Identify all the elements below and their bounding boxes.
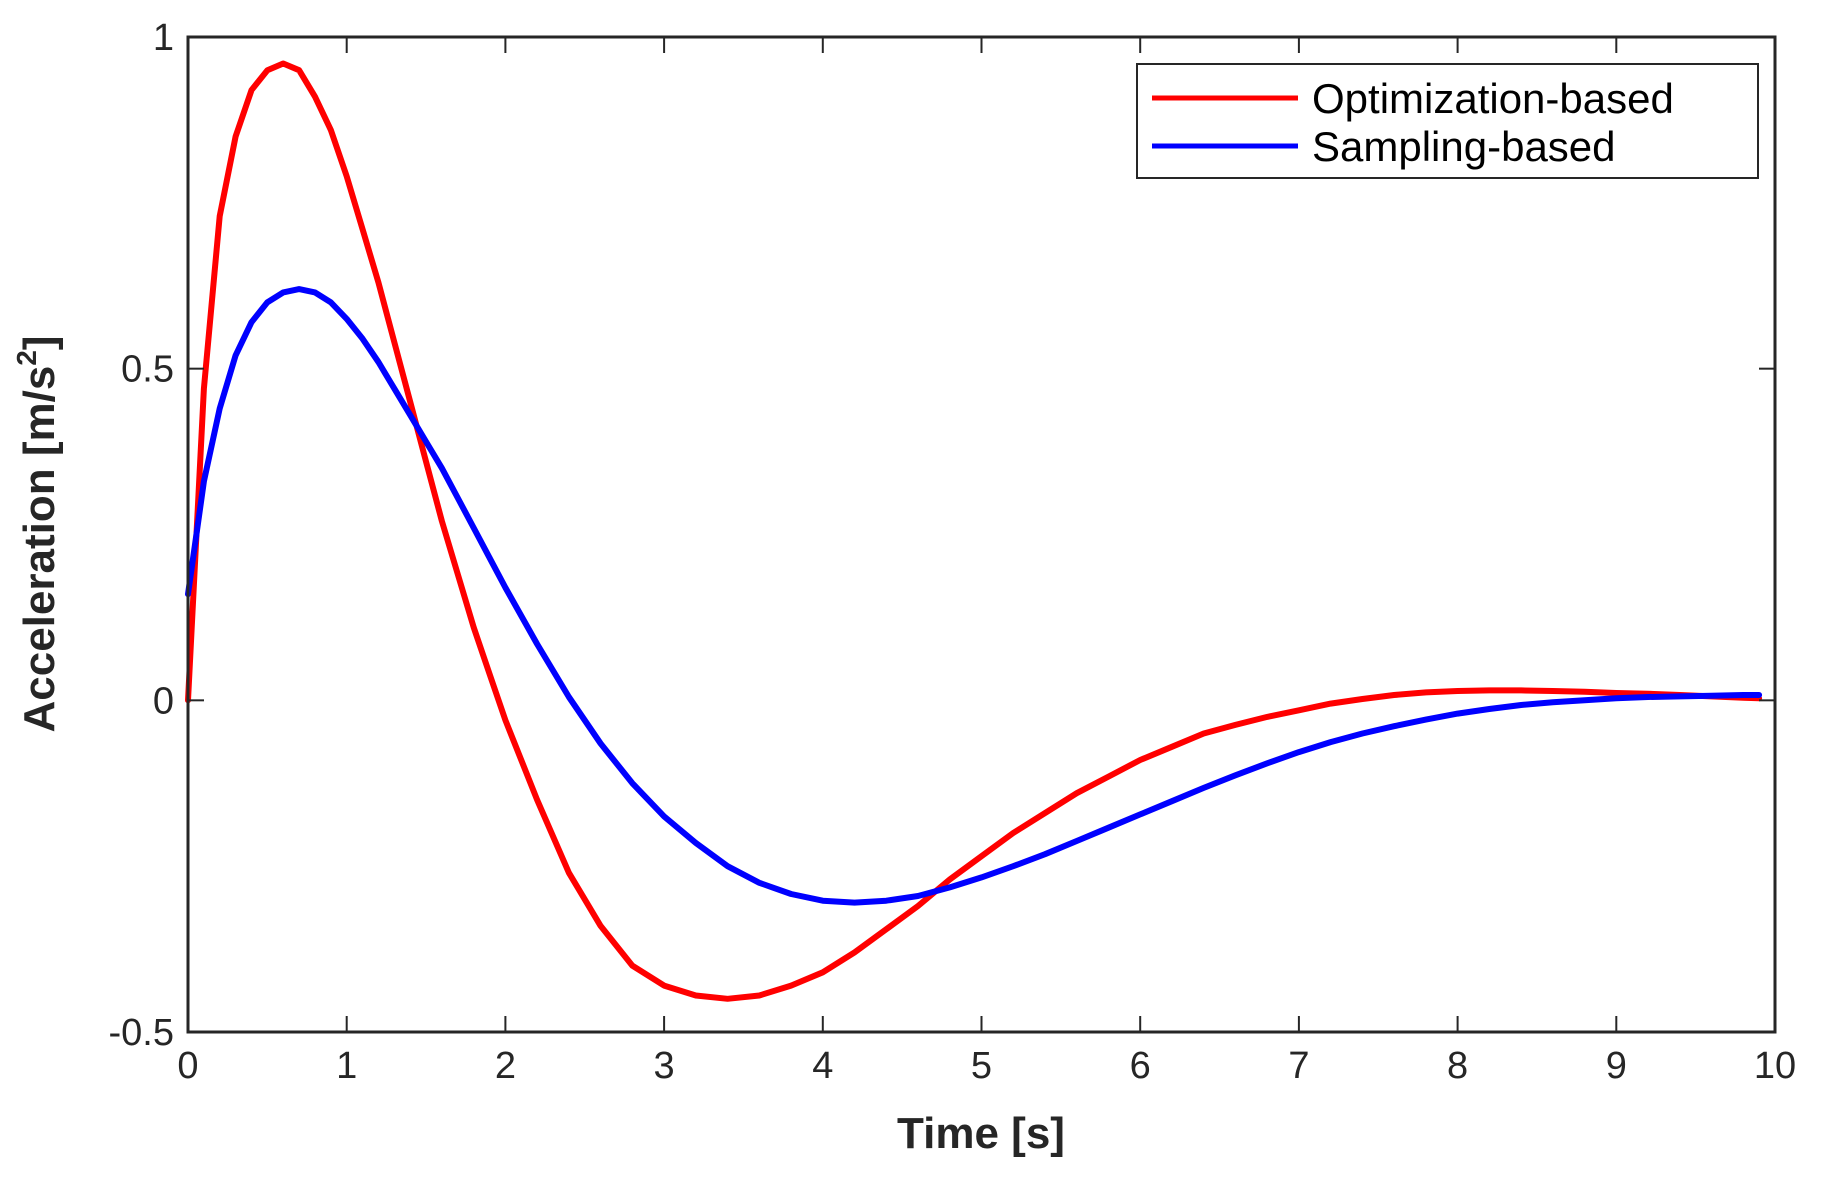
x-tick-label: 7 — [1288, 1045, 1309, 1087]
y-tick-label: 1 — [153, 17, 174, 59]
y-axis-label-superscript: 2 — [11, 350, 42, 366]
x-tick-label: 5 — [971, 1045, 992, 1087]
series-line-optimization-based — [185, 60, 1763, 1002]
x-tick-label: 1 — [336, 1045, 357, 1087]
x-axis-label: Time [s] — [897, 1109, 1065, 1158]
y-tick-label: 0 — [153, 680, 174, 722]
x-tick-label: 2 — [495, 1045, 516, 1087]
x-tick-label: 4 — [812, 1045, 833, 1087]
legend-label-sampling: Sampling-based — [1312, 123, 1616, 170]
series-layer — [185, 60, 1763, 1002]
y-axis-label: Acceleration [m/s2] — [11, 335, 64, 732]
x-tick-label: 10 — [1754, 1045, 1796, 1087]
x-tick-label: 8 — [1447, 1045, 1468, 1087]
plot-area — [188, 37, 1775, 1032]
x-tick-label: 9 — [1606, 1045, 1627, 1087]
x-tick-label: 3 — [654, 1045, 675, 1087]
x-tick-label: 6 — [1130, 1045, 1151, 1087]
legend-label-optimization: Optimization-based — [1312, 75, 1674, 122]
plot-frame — [186, 35, 1777, 1034]
y-axis-label-close: ] — [15, 335, 64, 350]
legend: Optimization-based Sampling-based — [1136, 63, 1759, 179]
x-tick-label: 0 — [177, 1045, 198, 1087]
ticks-layer: 0 1 2 3 4 5 6 7 8 9 10-0.500.51 — [109, 17, 1797, 1087]
y-axis-label-main: Acceleration [m/s — [15, 366, 64, 733]
legend-box — [1136, 63, 1759, 179]
series-line-sampling-based — [185, 286, 1763, 906]
y-tick-label: -0.5 — [109, 1012, 174, 1054]
y-tick-label: 0.5 — [121, 349, 174, 391]
